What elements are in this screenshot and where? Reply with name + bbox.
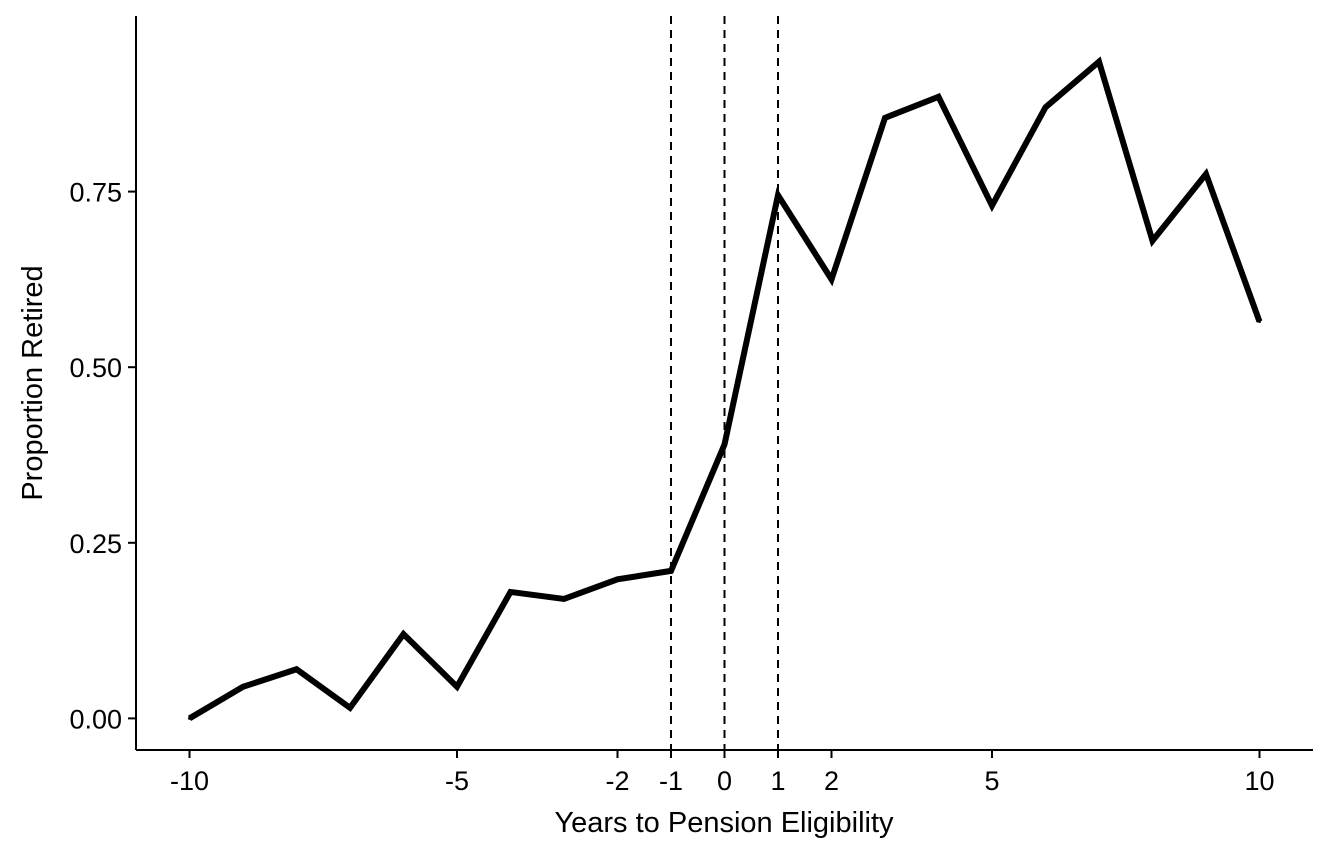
data-point xyxy=(455,685,459,689)
y-axis-title: Proportion Retired xyxy=(17,265,49,500)
data-point xyxy=(883,116,887,120)
data-point xyxy=(402,632,405,636)
data-point xyxy=(348,706,352,710)
data-point xyxy=(776,193,780,197)
data-point xyxy=(295,667,298,671)
x-tick-label: 0 xyxy=(717,766,732,796)
series-layer xyxy=(187,56,1263,721)
data-point xyxy=(616,577,619,581)
y-tick-label: 0.25 xyxy=(69,529,122,559)
data-point xyxy=(562,597,566,601)
y-tick-label: 0.50 xyxy=(69,353,122,383)
x-axis-title: Years to Pension Eligibility xyxy=(554,807,894,839)
x-tick-label: -5 xyxy=(445,766,469,796)
data-point xyxy=(669,569,673,573)
data-point xyxy=(241,685,245,689)
data-point xyxy=(990,204,994,208)
x-tick-label: 10 xyxy=(1244,766,1274,796)
reference-lines xyxy=(670,16,779,750)
data-point xyxy=(1044,105,1047,109)
x-tick-label: -1 xyxy=(659,766,683,796)
x-ticks: -10 -5 -2 -1 0 1 2 5 10 xyxy=(170,750,1275,796)
y-tick-label: 0.00 xyxy=(69,704,122,734)
y-tick-label: 0.75 xyxy=(69,178,122,208)
data-point xyxy=(830,277,833,281)
data-point xyxy=(1097,60,1101,64)
x-tick-label: -10 xyxy=(170,766,209,796)
data-point xyxy=(1151,239,1154,243)
data-point xyxy=(1204,172,1208,176)
data-point xyxy=(1258,320,1261,324)
x-tick-label: -2 xyxy=(605,766,629,796)
x-tick-label: 5 xyxy=(984,766,999,796)
y-ticks: 0.00 0.25 0.50 0.75 xyxy=(69,178,136,734)
data-point xyxy=(188,716,191,720)
x-tick-label: 2 xyxy=(824,766,839,796)
data-point xyxy=(937,95,940,99)
data-point xyxy=(723,442,726,446)
x-tick-label: 1 xyxy=(770,766,785,796)
data-point xyxy=(509,590,512,594)
